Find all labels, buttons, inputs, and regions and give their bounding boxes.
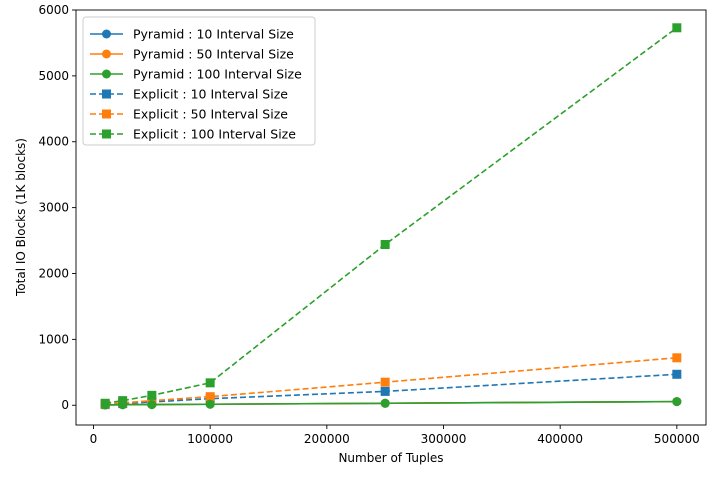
x-axis-label: Number of Tuples: [338, 451, 443, 465]
y-tick-label: 0: [61, 398, 69, 412]
legend-marker: [102, 69, 111, 79]
x-tick-label: 100000: [187, 432, 233, 446]
legend-label: Pyramid : 50 Interval Size: [133, 47, 294, 62]
legend-label: Pyramid : 100 Interval Size: [133, 67, 302, 82]
x-tick-label: 300000: [421, 432, 467, 446]
y-axis: 0 1000 2000 3000 4000 5000 6000: [38, 3, 76, 412]
series-layer: [100, 23, 682, 410]
data-point: [672, 353, 682, 363]
data-point: [380, 386, 390, 396]
legend-label: Explicit : 10 Interval Size: [133, 87, 288, 102]
y-tick-label: 6000: [38, 3, 69, 17]
plot-frame: [75, 9, 707, 426]
legend-item: Explicit : 50 Interval Size: [90, 107, 288, 122]
y-tick-label: 3000: [38, 201, 69, 215]
x-tick-label: 400000: [537, 432, 583, 446]
legend-item: Pyramid : 10 Interval Size: [90, 27, 294, 42]
legend-marker: [102, 89, 111, 99]
data-point: [672, 397, 682, 407]
legend-label: Explicit : 50 Interval Size: [133, 107, 288, 122]
legend-label: Explicit : 100 Interval Size: [133, 127, 296, 142]
data-point: [118, 400, 128, 410]
y-tick-label: 2000: [38, 266, 69, 280]
x-tick-label: 0: [90, 432, 98, 446]
data-point: [147, 400, 157, 410]
data-point: [205, 392, 215, 402]
legend-box: [82, 16, 316, 146]
legend-marker: [102, 29, 111, 39]
x-tick-label: 200000: [304, 432, 350, 446]
data-point: [672, 369, 682, 379]
data-point: [380, 240, 390, 250]
legend-item: Pyramid : 50 Interval Size: [90, 47, 294, 62]
x-axis: 0 100000 200000 300000 400000 500000: [90, 425, 700, 446]
legend: Pyramid : 10 Interval Size Pyramid : 50 I…: [82, 16, 316, 146]
legend-label: Pyramid : 10 Interval Size: [133, 27, 294, 42]
legend-item: Explicit : 100 Interval Size: [90, 127, 296, 142]
legend-marker: [102, 129, 111, 139]
legend-item: Explicit : 10 Interval Size: [90, 87, 288, 102]
data-point: [380, 377, 390, 387]
y-tick-label: 5000: [38, 69, 69, 83]
x-tick-label: 500000: [654, 432, 700, 446]
series-2: [100, 397, 682, 410]
data-point: [147, 390, 157, 400]
y-tick-label: 4000: [38, 135, 69, 149]
data-point: [205, 399, 215, 409]
data-point: [100, 400, 110, 410]
legend-marker: [102, 49, 111, 59]
y-tick-label: 1000: [38, 332, 69, 346]
data-point: [380, 398, 390, 408]
legend-marker: [102, 109, 111, 119]
data-point: [672, 23, 682, 33]
y-axis-label: Total IO Blocks (1K blocks): [14, 138, 28, 297]
legend-item: Pyramid : 100 Interval Size: [90, 67, 302, 82]
data-point: [205, 378, 215, 388]
